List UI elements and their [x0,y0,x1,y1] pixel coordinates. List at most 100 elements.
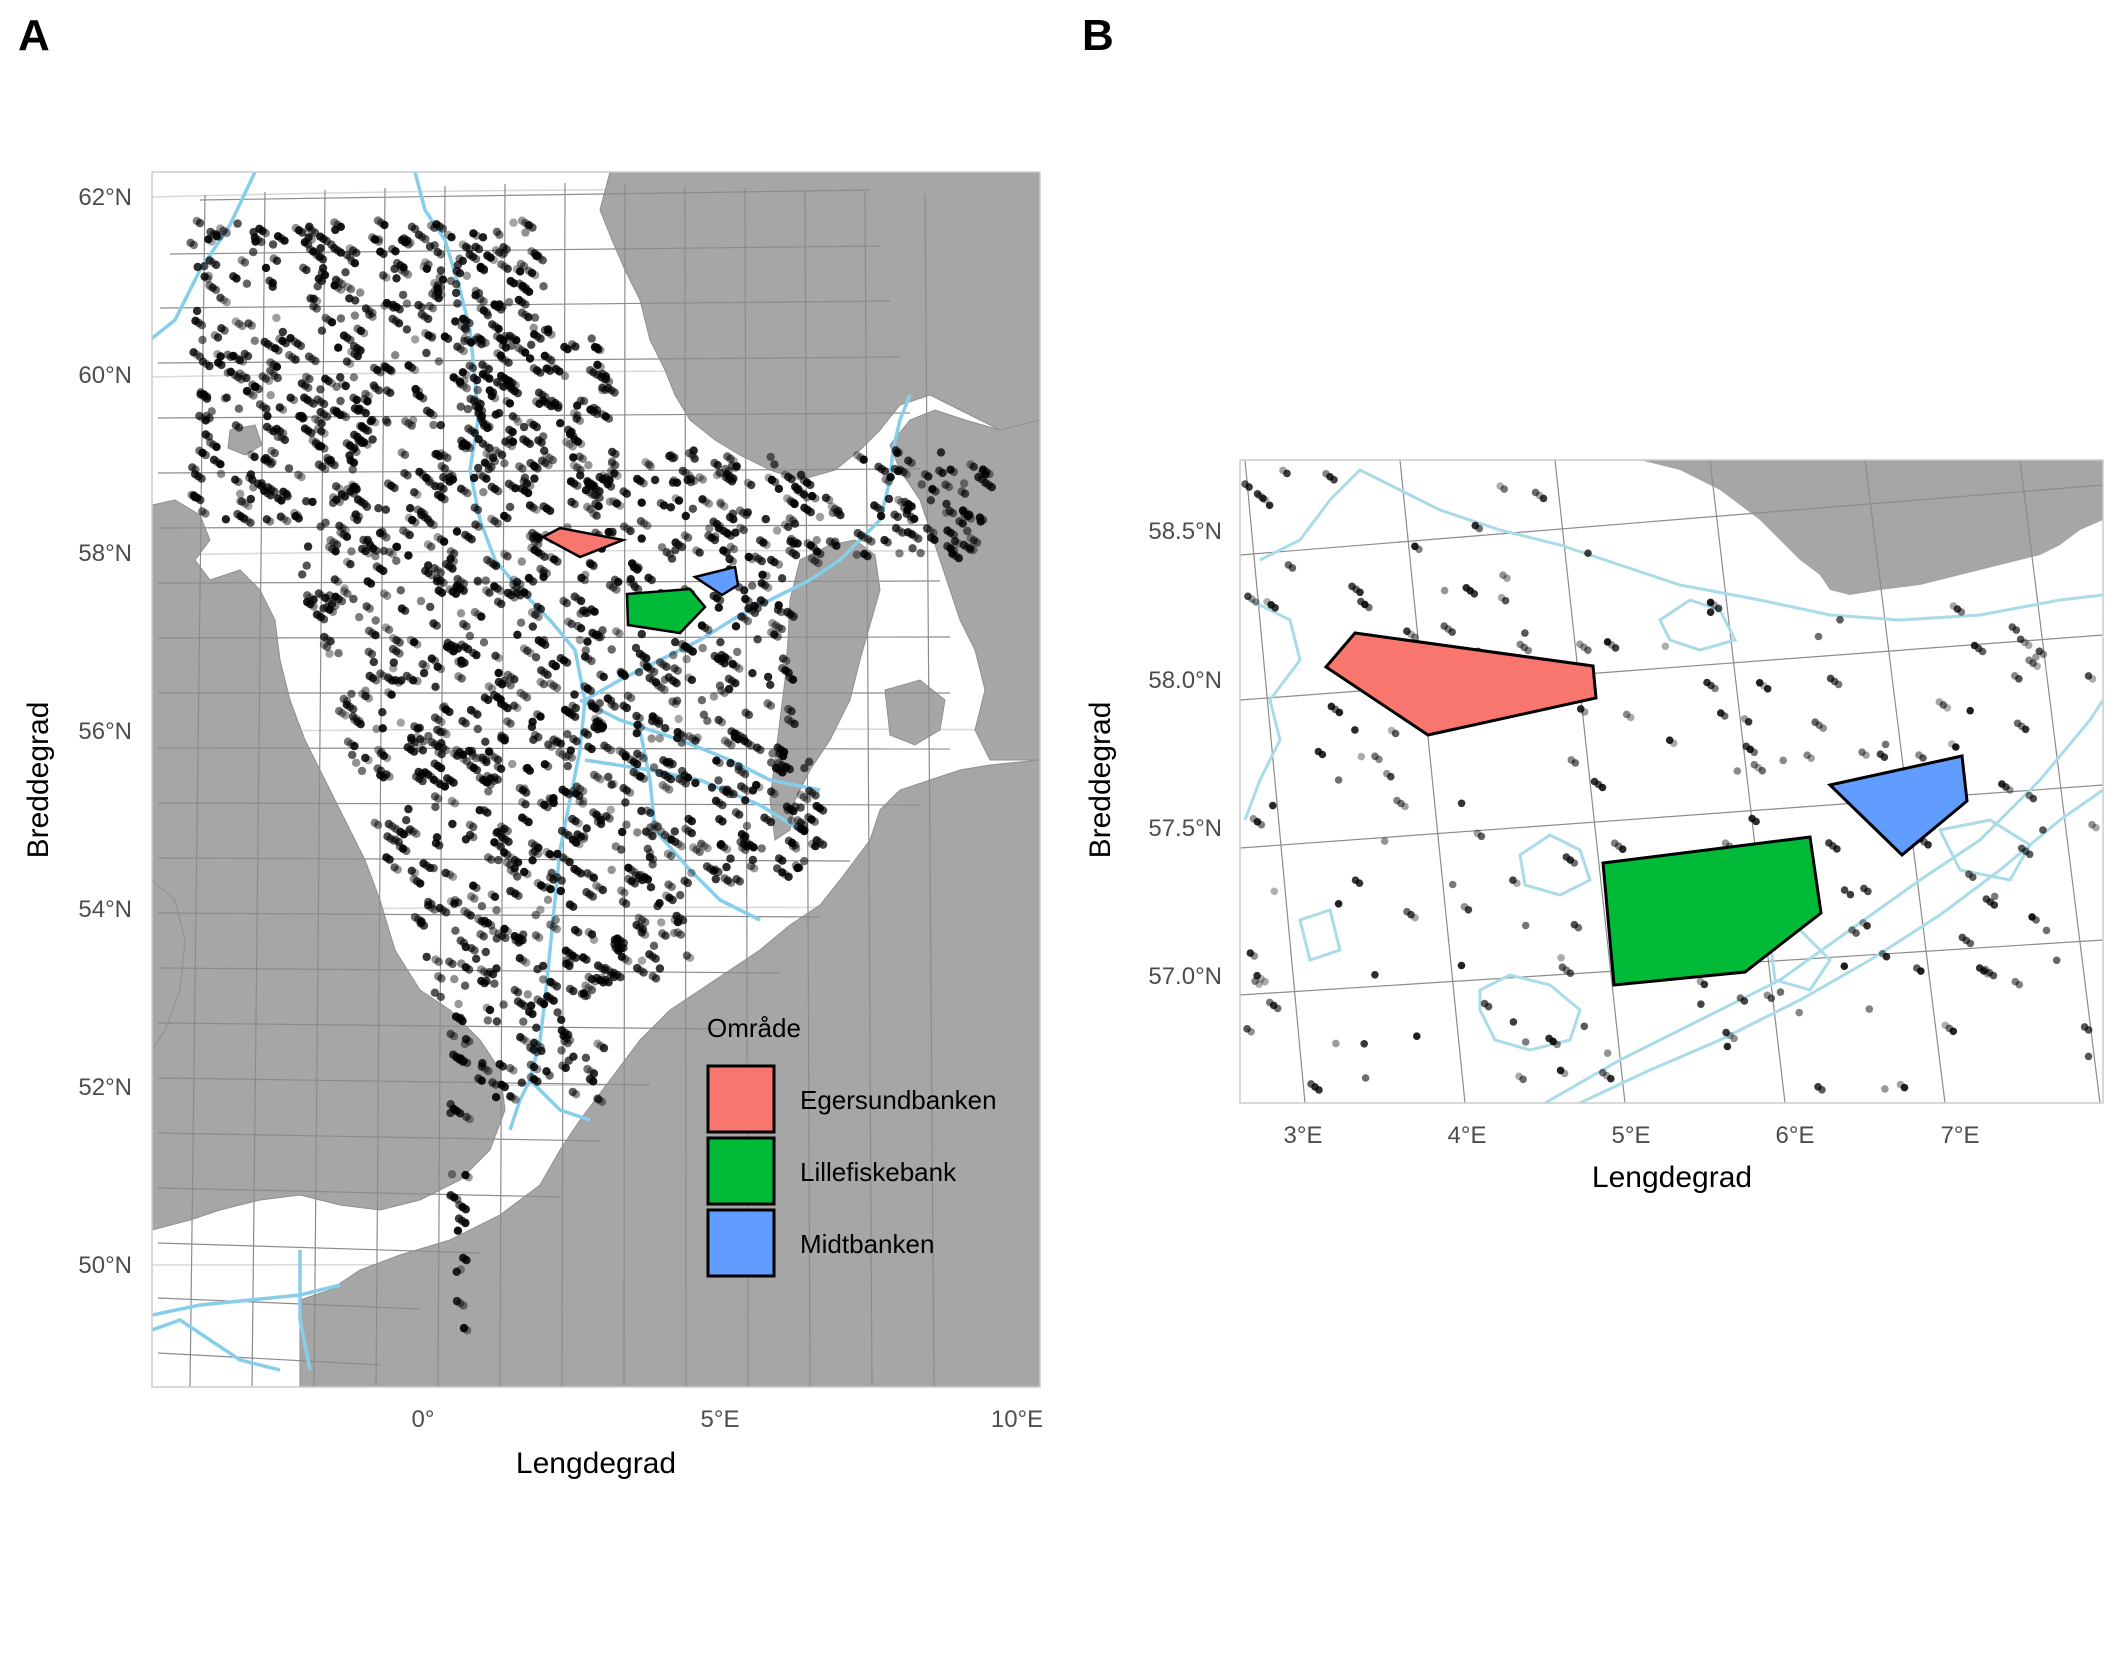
survey-point [516,618,526,627]
survey-point [601,963,610,973]
survey-point [376,368,385,377]
survey-point [586,686,596,695]
survey-point [520,1001,529,1010]
survey-point [459,938,469,947]
survey-point [739,835,749,844]
area-egersundbanken [540,526,628,559]
survey-point [596,632,605,642]
survey-point [419,394,428,403]
survey-point [320,429,329,438]
survey-point [744,597,753,606]
survey-point [320,632,329,642]
survey-point [200,262,209,271]
survey-point [548,456,557,465]
survey-point [427,333,436,342]
survey-point [451,589,461,598]
survey-point [400,450,410,459]
survey-point [1795,1008,1803,1017]
survey-point [499,1000,508,1009]
survey-point [548,852,558,861]
survey-point [683,878,692,888]
survey-point [587,656,596,666]
survey-point [965,510,974,520]
survey-point [876,511,886,521]
survey-point [449,556,458,566]
survey-point [584,461,593,470]
survey-point [370,235,379,244]
survey-point [747,480,756,490]
survey-point [436,421,445,430]
survey-point [785,765,794,774]
survey-point [407,421,416,430]
survey-point [616,973,625,982]
survey-point [456,344,465,354]
survey-point [580,652,590,661]
survey-point [202,392,212,401]
survey-point [346,335,355,345]
survey-point [660,675,670,684]
survey-point [399,263,408,272]
survey-point [728,660,738,669]
survey-point [588,560,598,570]
survey-point [367,649,377,659]
survey-point [494,324,503,333]
panel-b-y-axis: 58.5°N 58.0°N 57.5°N 57.0°N [1148,518,1222,990]
survey-point [460,1039,470,1049]
survey-point [660,831,670,840]
survey-point [676,930,686,939]
y-tick-label: 56°N [78,718,132,745]
survey-point [424,901,433,910]
survey-point [748,581,757,590]
survey-point [276,512,285,521]
survey-point [610,388,619,397]
survey-point [579,786,588,796]
survey-point [540,552,549,561]
survey-point [448,959,457,969]
survey-point [1865,1005,1874,1013]
survey-point [591,484,600,494]
survey-point [478,233,488,242]
survey-point [350,741,359,751]
survey-point [803,795,812,804]
survey-point [546,884,555,894]
survey-point [419,921,429,930]
survey-point [422,952,431,962]
survey-point [454,999,463,1009]
survey-point [485,588,494,597]
survey-point [2015,980,2024,989]
survey-point [204,235,213,244]
survey-point [488,970,498,979]
survey-point [531,931,541,940]
survey-point [356,288,365,297]
survey-point [587,985,597,995]
survey-point [437,750,446,759]
survey-point [742,510,751,520]
legend-label: Egersundbanken [800,1085,997,1115]
survey-point [270,487,279,496]
survey-point [637,498,646,507]
survey-point [533,464,542,473]
survey-point [468,363,478,373]
survey-point [508,437,518,446]
survey-point [777,607,786,617]
survey-point [568,1087,577,1097]
survey-point [465,1114,474,1124]
survey-point [250,452,259,462]
survey-point [607,780,616,789]
survey-point [536,368,545,377]
survey-point [717,718,727,727]
survey-point [463,644,473,654]
survey-point [1500,485,1508,493]
survey-point [1966,706,1974,715]
survey-point [484,465,493,474]
survey-point [474,409,483,418]
survey-point [366,579,376,588]
survey-point [364,549,373,558]
survey-point [326,456,335,465]
survey-point [491,1093,501,1102]
survey-point [510,593,519,602]
survey-point [621,752,630,761]
survey-point [472,765,482,775]
survey-point [767,758,776,767]
